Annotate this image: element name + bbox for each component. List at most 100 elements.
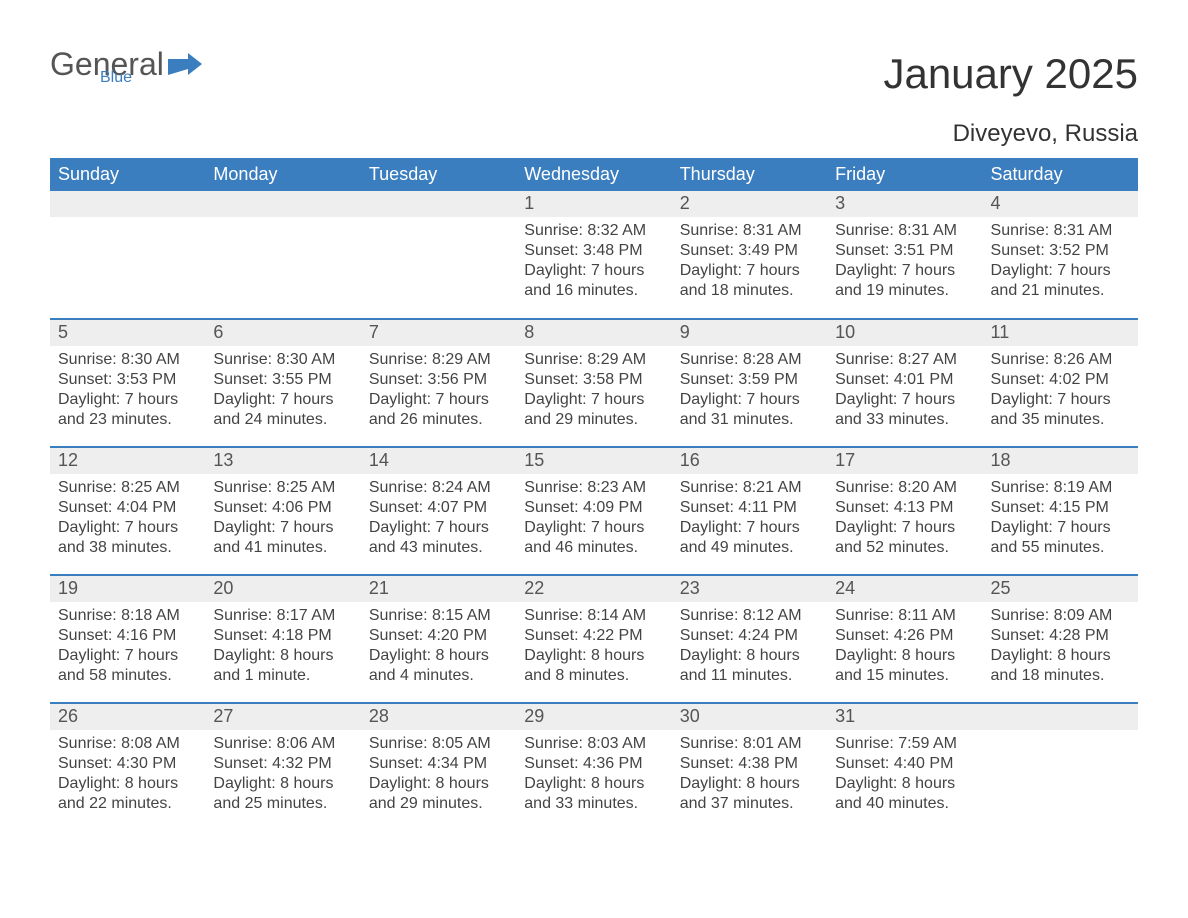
daylight-line2: and 8 minutes. [524,666,663,686]
day-details: Sunrise: 8:31 AMSunset: 3:49 PMDaylight:… [672,217,827,309]
calendar-cell: 15Sunrise: 8:23 AMSunset: 4:09 PMDayligh… [516,447,671,575]
sunrise-text: Sunrise: 8:31 AM [680,221,819,241]
sunset-text: Sunset: 4:24 PM [680,626,819,646]
day-details: Sunrise: 8:29 AMSunset: 3:56 PMDaylight:… [361,346,516,438]
daylight-line2: and 24 minutes. [213,410,352,430]
daylight-line2: and 40 minutes. [835,794,974,814]
day-number: 4 [983,191,1138,217]
calendar-cell: 18Sunrise: 8:19 AMSunset: 4:15 PMDayligh… [983,447,1138,575]
flag-icon [168,50,202,79]
day-details: Sunrise: 8:18 AMSunset: 4:16 PMDaylight:… [50,602,205,694]
calendar-week-row: 12Sunrise: 8:25 AMSunset: 4:04 PMDayligh… [50,447,1138,575]
daylight-line1: Daylight: 7 hours [58,646,197,666]
day-details: Sunrise: 8:24 AMSunset: 4:07 PMDaylight:… [361,474,516,566]
daylight-line2: and 43 minutes. [369,538,508,558]
day-number: 17 [827,448,982,474]
calendar-table: Sunday Monday Tuesday Wednesday Thursday… [50,158,1138,831]
day-number [983,704,1138,730]
daylight-line2: and 46 minutes. [524,538,663,558]
day-number: 25 [983,576,1138,602]
sunset-text: Sunset: 4:36 PM [524,754,663,774]
daylight-line1: Daylight: 8 hours [991,646,1130,666]
daylight-line1: Daylight: 7 hours [58,518,197,538]
sunset-text: Sunset: 4:16 PM [58,626,197,646]
day-number: 27 [205,704,360,730]
sunrise-text: Sunrise: 8:24 AM [369,478,508,498]
day-number: 22 [516,576,671,602]
day-details: Sunrise: 8:12 AMSunset: 4:24 PMDaylight:… [672,602,827,694]
day-number: 15 [516,448,671,474]
col-sunday: Sunday [50,158,205,191]
sunset-text: Sunset: 4:15 PM [991,498,1130,518]
calendar-cell: 23Sunrise: 8:12 AMSunset: 4:24 PMDayligh… [672,575,827,703]
sunrise-text: Sunrise: 8:31 AM [835,221,974,241]
day-details: Sunrise: 8:01 AMSunset: 4:38 PMDaylight:… [672,730,827,822]
daylight-line2: and 55 minutes. [991,538,1130,558]
calendar-cell: 10Sunrise: 8:27 AMSunset: 4:01 PMDayligh… [827,319,982,447]
day-details: Sunrise: 8:14 AMSunset: 4:22 PMDaylight:… [516,602,671,694]
calendar-cell: 13Sunrise: 8:25 AMSunset: 4:06 PMDayligh… [205,447,360,575]
day-details: Sunrise: 8:27 AMSunset: 4:01 PMDaylight:… [827,346,982,438]
sunset-text: Sunset: 4:07 PM [369,498,508,518]
sunrise-text: Sunrise: 8:23 AM [524,478,663,498]
calendar-cell: 30Sunrise: 8:01 AMSunset: 4:38 PMDayligh… [672,703,827,831]
calendar-cell: 26Sunrise: 8:08 AMSunset: 4:30 PMDayligh… [50,703,205,831]
day-details: Sunrise: 8:30 AMSunset: 3:55 PMDaylight:… [205,346,360,438]
day-details: Sunrise: 8:20 AMSunset: 4:13 PMDaylight:… [827,474,982,566]
sunrise-text: Sunrise: 8:25 AM [58,478,197,498]
col-tuesday: Tuesday [361,158,516,191]
day-details: Sunrise: 7:59 AMSunset: 4:40 PMDaylight:… [827,730,982,822]
daylight-line2: and 21 minutes. [991,281,1130,301]
calendar-cell: 5Sunrise: 8:30 AMSunset: 3:53 PMDaylight… [50,319,205,447]
sunset-text: Sunset: 4:18 PM [213,626,352,646]
sunset-text: Sunset: 4:13 PM [835,498,974,518]
calendar-week-row: 5Sunrise: 8:30 AMSunset: 3:53 PMDaylight… [50,319,1138,447]
day-number: 8 [516,320,671,346]
day-number: 31 [827,704,982,730]
day-details: Sunrise: 8:25 AMSunset: 4:04 PMDaylight:… [50,474,205,566]
sunset-text: Sunset: 3:56 PM [369,370,508,390]
sunrise-text: Sunrise: 8:26 AM [991,350,1130,370]
calendar-cell: 22Sunrise: 8:14 AMSunset: 4:22 PMDayligh… [516,575,671,703]
day-number: 19 [50,576,205,602]
day-number [205,191,360,217]
sunset-text: Sunset: 4:34 PM [369,754,508,774]
calendar-header-row: Sunday Monday Tuesday Wednesday Thursday… [50,158,1138,191]
daylight-line2: and 11 minutes. [680,666,819,686]
day-number: 16 [672,448,827,474]
daylight-line2: and 33 minutes. [524,794,663,814]
sunrise-text: Sunrise: 8:11 AM [835,606,974,626]
location-label: Diveyevo, Russia [50,120,1138,148]
day-details: Sunrise: 8:30 AMSunset: 3:53 PMDaylight:… [50,346,205,438]
sunrise-text: Sunrise: 8:01 AM [680,734,819,754]
day-number: 9 [672,320,827,346]
day-details: Sunrise: 8:05 AMSunset: 4:34 PMDaylight:… [361,730,516,822]
daylight-line1: Daylight: 8 hours [835,646,974,666]
sunrise-text: Sunrise: 8:03 AM [524,734,663,754]
sunrise-text: Sunrise: 8:20 AM [835,478,974,498]
sunset-text: Sunset: 4:22 PM [524,626,663,646]
sunrise-text: Sunrise: 8:12 AM [680,606,819,626]
daylight-line2: and 26 minutes. [369,410,508,430]
day-number: 12 [50,448,205,474]
daylight-line2: and 19 minutes. [835,281,974,301]
daylight-line2: and 29 minutes. [369,794,508,814]
sunset-text: Sunset: 3:51 PM [835,241,974,261]
daylight-line1: Daylight: 8 hours [213,774,352,794]
sunset-text: Sunset: 3:52 PM [991,241,1130,261]
daylight-line1: Daylight: 8 hours [213,646,352,666]
calendar-cell: 16Sunrise: 8:21 AMSunset: 4:11 PMDayligh… [672,447,827,575]
day-number: 26 [50,704,205,730]
col-thursday: Thursday [672,158,827,191]
calendar-cell: 25Sunrise: 8:09 AMSunset: 4:28 PMDayligh… [983,575,1138,703]
day-number: 10 [827,320,982,346]
daylight-line1: Daylight: 7 hours [369,518,508,538]
daylight-line1: Daylight: 7 hours [213,518,352,538]
daylight-line2: and 29 minutes. [524,410,663,430]
day-details: Sunrise: 8:31 AMSunset: 3:52 PMDaylight:… [983,217,1138,309]
daylight-line2: and 52 minutes. [835,538,974,558]
day-number: 28 [361,704,516,730]
sunset-text: Sunset: 4:06 PM [213,498,352,518]
col-friday: Friday [827,158,982,191]
day-details: Sunrise: 8:31 AMSunset: 3:51 PMDaylight:… [827,217,982,309]
